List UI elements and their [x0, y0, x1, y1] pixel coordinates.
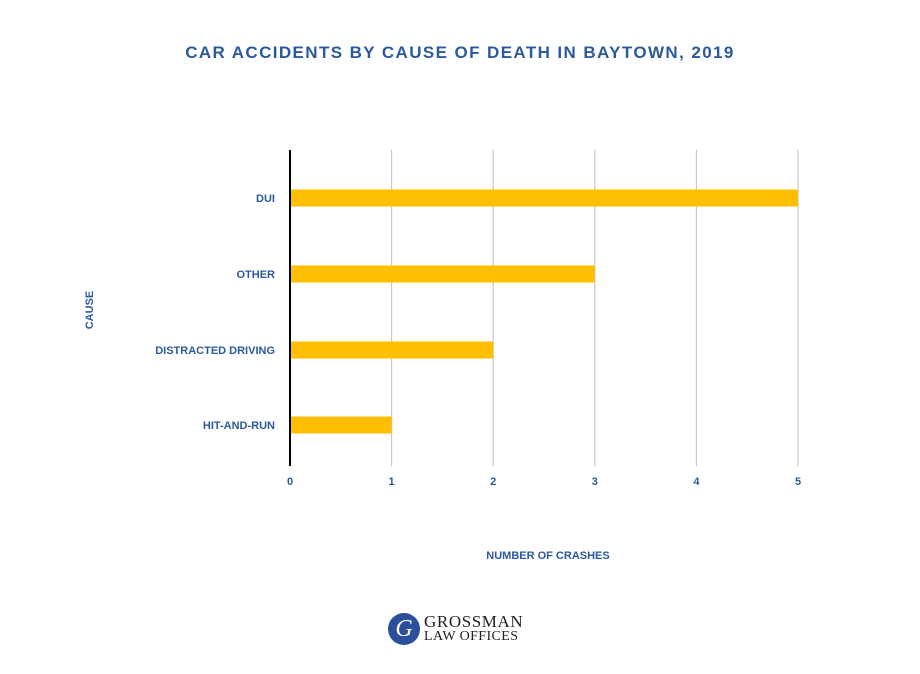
x-tick-label-5: 5 — [795, 476, 801, 488]
logo-mark: G — [388, 613, 420, 645]
bar-hit-and-run — [290, 416, 392, 434]
logo-text: GROSSMAN LAW OFFICES — [424, 612, 524, 645]
logo-line-1: GROSSMAN — [424, 612, 524, 632]
chart-title: CAR ACCIDENTS BY CAUSE OF DEATH IN BAYTO… — [185, 43, 735, 62]
x-axis-label: NUMBER OF CRASHES — [486, 550, 609, 562]
bar-other — [290, 265, 595, 283]
x-tick-label-4: 4 — [693, 476, 700, 488]
grossman-law-offices-logo: G GROSSMAN LAW OFFICES — [388, 612, 523, 646]
x-tick-label-1: 1 — [389, 476, 395, 488]
x-tick-label-3: 3 — [592, 476, 598, 488]
bar-dui — [290, 189, 798, 207]
y-axis-label: CAUSE — [84, 291, 96, 330]
logo-line-2: LAW OFFICES — [424, 629, 519, 645]
category-label-other: OTHER — [237, 269, 276, 281]
x-tick-label-2: 2 — [490, 476, 496, 488]
category-label-distracted-driving: DISTRACTED DRIVING — [155, 345, 275, 357]
x-tick-label-0: 0 — [287, 476, 293, 488]
chart-plot: DUI OTHER DISTRACTED DRIVING HIT-AND-RUN 0 1 2… — [155, 150, 801, 488]
category-label-dui: DUI — [256, 193, 275, 205]
category-label-hit-and-run: HIT-AND-RUN — [203, 420, 275, 432]
bar-distracted-driving — [290, 341, 494, 359]
